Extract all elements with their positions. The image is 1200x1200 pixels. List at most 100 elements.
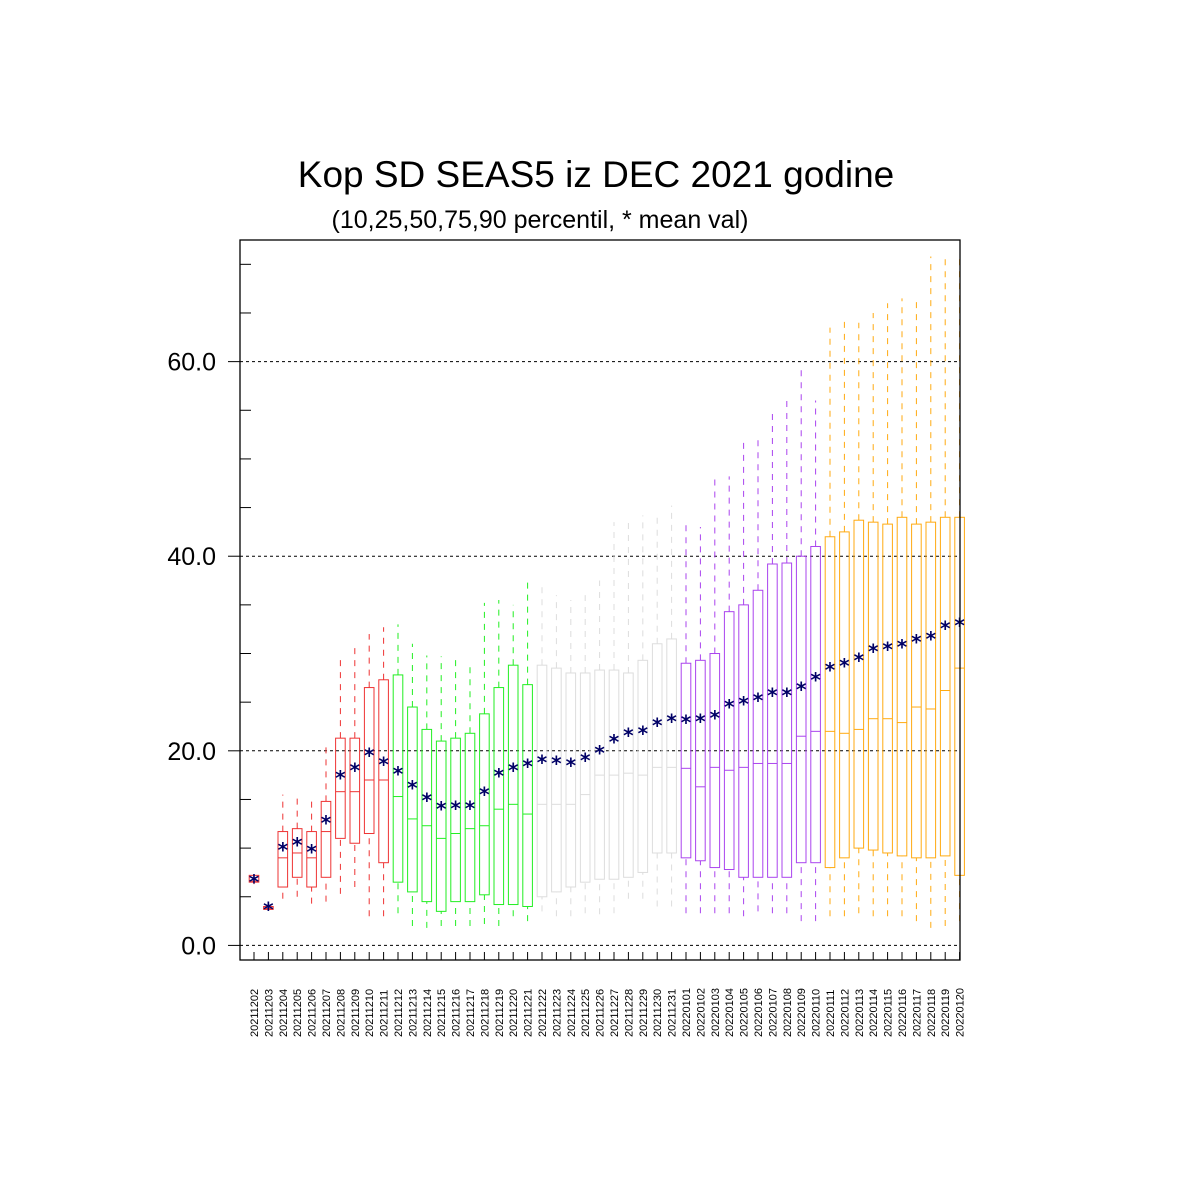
mean-marker: * [450, 796, 461, 820]
mean-marker: * [436, 797, 447, 821]
mean-marker: * [465, 796, 476, 820]
box [752, 589, 764, 878]
box-plot [479, 602, 490, 924]
box-plot [493, 600, 505, 926]
mean-marker: * [782, 683, 793, 707]
chart-title: Kop SD SEAS5 iz DEC 2021 godine [298, 154, 894, 195]
mean-marker: * [710, 706, 721, 730]
box-plot [781, 400, 793, 914]
mean-marker: * [508, 758, 519, 782]
box-plot [306, 796, 317, 904]
box-plot [623, 522, 634, 899]
x-tick-label: 20220106 [753, 988, 765, 1037]
x-tick-label: 20211226 [595, 989, 607, 1037]
x-tick-label: 20220120 [955, 988, 967, 1037]
mean-marker: * [868, 640, 879, 664]
box [565, 672, 577, 888]
mean-marker: * [753, 688, 764, 712]
mean-marker: * [494, 764, 505, 788]
x-tick-label: 20211207 [321, 989, 333, 1037]
x-tick-label: 20211203 [263, 989, 275, 1037]
x-tick-label: 20211206 [307, 989, 319, 1037]
mean-marker: * [897, 635, 908, 659]
x-tick-label: 20211220 [508, 989, 520, 1037]
x-tick-label: 20211215 [436, 989, 448, 1037]
x-tick-label: 20211216 [451, 989, 463, 1037]
x-tick-label: 20211230 [652, 989, 664, 1037]
mean-marker: * [378, 752, 389, 776]
box [911, 523, 922, 859]
mean-marker: * [594, 741, 605, 765]
box [248, 874, 260, 883]
chart-subtitle: (10,25,50,75,90 percentil, * mean val) [332, 206, 749, 234]
box-plots [248, 256, 965, 928]
box [666, 638, 677, 854]
x-tick-label: 20211219 [494, 989, 506, 1037]
x-tick-label: 20211205 [292, 989, 304, 1037]
box-plot [738, 441, 749, 917]
box-plot [536, 585, 548, 912]
mean-marker: * [335, 766, 346, 790]
x-tick-label: 20220113 [854, 989, 866, 1037]
box-plot [608, 522, 620, 914]
box-plot [867, 312, 879, 917]
x-tick-label: 20220105 [739, 988, 751, 1037]
box [450, 737, 461, 903]
x-tick-label: 20220115 [883, 989, 895, 1037]
box [738, 604, 749, 878]
x-tick-label: 20211228 [623, 989, 635, 1037]
mean-marker: * [306, 840, 317, 864]
box-plot [450, 656, 461, 926]
plot-frame [239, 239, 961, 961]
mean-marker: * [537, 751, 548, 775]
box [421, 728, 433, 903]
box-plot [421, 655, 433, 928]
box [349, 737, 361, 844]
x-tick-label: 20211231 [667, 989, 679, 1037]
x-tick-label: 20211210 [364, 989, 376, 1037]
mean-marker: * [767, 683, 778, 707]
mean-marker: * [479, 783, 490, 807]
mean-marker: * [623, 723, 634, 747]
box [781, 562, 793, 878]
box-plot [795, 368, 807, 922]
mean-marker: * [940, 616, 951, 640]
box-plot [291, 794, 303, 897]
box-plot [666, 505, 677, 907]
x-tick-label: 20211225 [580, 989, 592, 1037]
box [306, 831, 317, 888]
box [810, 545, 821, 864]
x-tick-label: 20211202 [249, 989, 261, 1037]
box [536, 664, 548, 898]
box [695, 659, 706, 862]
box-plot [651, 512, 663, 907]
x-tick-label: 20211211 [379, 990, 391, 1037]
box-plot [723, 476, 735, 914]
x-tick-label: 20211204 [278, 989, 290, 1037]
x-tick-label: 20220117 [911, 989, 923, 1037]
x-tick-label: 20220108 [782, 988, 794, 1037]
mean-marker: * [609, 730, 620, 754]
box-plot [522, 582, 533, 922]
box-plot [277, 794, 289, 899]
box [407, 706, 418, 893]
box [839, 531, 850, 859]
mean-markers: *** * *** ** * *** * * *** * * * * * * * * * * * * * * * * * * * * * *… [249, 613, 966, 921]
box [896, 516, 908, 857]
mean-marker: * [350, 758, 361, 782]
mean-marker: * [638, 721, 649, 745]
mean-marker: * [551, 752, 562, 776]
box-plot [565, 600, 577, 917]
x-tick-label: 20211223 [551, 989, 563, 1037]
x-tick-label: 20211214 [422, 989, 434, 1037]
box [479, 713, 490, 896]
mean-marker: * [249, 870, 260, 894]
box-plot [349, 643, 361, 888]
box [579, 672, 591, 883]
x-tick-label: 20220116 [897, 989, 909, 1037]
box [680, 662, 692, 859]
x-tick-label: 20220101 [681, 988, 693, 1037]
mean-marker: * [839, 654, 850, 678]
box-plot [378, 627, 389, 917]
mean-marker: * [796, 678, 807, 702]
